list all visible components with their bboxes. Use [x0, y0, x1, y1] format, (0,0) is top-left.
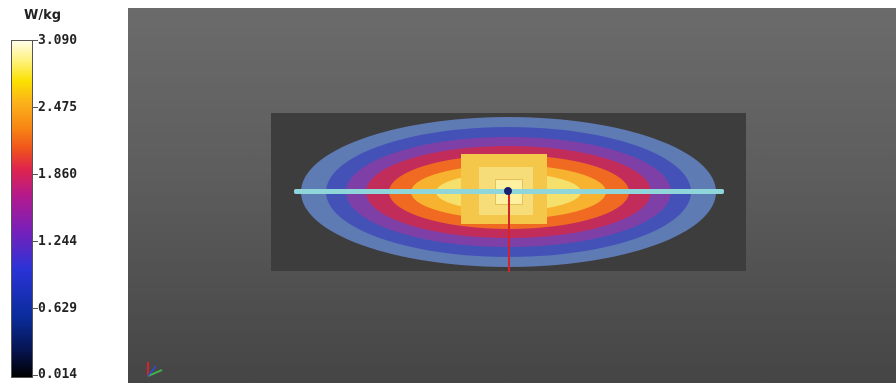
tick-mark [32, 241, 38, 242]
axis-triad-icon [147, 362, 163, 377]
tick-mark [32, 107, 38, 108]
feed-line [508, 192, 510, 272]
unit-label: W/kg [24, 8, 62, 23]
tick-label-min: 0.014 [38, 367, 78, 382]
tick-label: 2.475 [38, 100, 78, 115]
color-scale-legend: W/kg 3.090 2.475 1.860 1.244 0.629 0.014 [0, 0, 128, 383]
tick-label: 1.860 [38, 167, 78, 182]
tick-label: 0.629 [38, 301, 78, 316]
tick-mark [32, 40, 38, 41]
tick-label: 1.244 [38, 234, 78, 249]
tick-mark [32, 174, 38, 175]
3d-viewport[interactable] [128, 8, 896, 383]
color-scale-bar [11, 40, 33, 378]
tick-label-max: 3.090 [38, 33, 78, 48]
tick-mark [32, 375, 38, 376]
sar-distribution-plane [271, 113, 746, 272]
feed-point-marker [504, 187, 512, 195]
tick-mark [32, 308, 38, 309]
